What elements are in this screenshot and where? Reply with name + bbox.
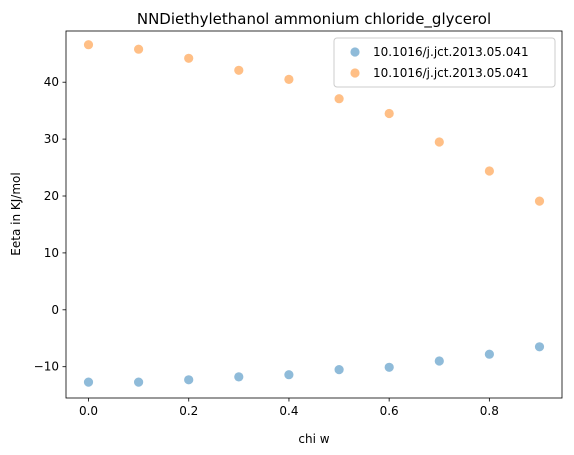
- plot-frame: [65, 30, 563, 399]
- data-point-series-2: [134, 44, 144, 54]
- x-axis-label: chi w: [298, 432, 329, 446]
- y-tick-label: 10: [44, 246, 59, 260]
- data-point-series-1: [384, 362, 394, 372]
- data-point-series-2: [534, 196, 545, 206]
- x-tick-label: 0.8: [480, 404, 499, 418]
- data-point-series-1: [484, 349, 494, 359]
- y-axis-label: Eeta in KJ/mol: [9, 172, 23, 255]
- legend-label-series-2: 10.1016/j.jct.2013.05.041: [373, 66, 529, 80]
- plot-area: [66, 31, 562, 398]
- legend-box: [333, 37, 556, 88]
- y-tick-label: 20: [44, 189, 59, 203]
- data-point-series-2: [384, 108, 394, 119]
- y-tick-label: 30: [44, 132, 59, 146]
- data-points: [83, 40, 545, 387]
- chart-title: NNDiethylethanol ammonium chloride_glyce…: [137, 10, 491, 29]
- data-point-series-2: [434, 137, 444, 147]
- data-point-series-1: [83, 377, 94, 387]
- legend-marker-series-2: [350, 68, 360, 78]
- data-point-series-1: [184, 375, 194, 385]
- x-tick-label: 0.6: [380, 404, 399, 418]
- legend: 10.1016/j.jct.2013.05.041 10.1016/j.jct.…: [333, 37, 556, 88]
- x-tick-label: 0.0: [79, 404, 98, 418]
- data-point-series-2: [83, 40, 94, 50]
- data-point-series-2: [184, 53, 194, 63]
- y-tick-label: 0: [51, 303, 59, 317]
- y-tick-label: −10: [34, 360, 59, 374]
- data-point-series-1: [134, 377, 144, 387]
- data-point-series-1: [284, 370, 294, 380]
- x-axis-ticks: 0.0 0.2 0.4 0.6 0.8: [79, 398, 499, 418]
- x-tick-label: 0.4: [279, 404, 298, 418]
- y-axis-ticks: −10 0 10 20 30 40: [34, 75, 66, 374]
- data-point-series-1: [534, 342, 545, 352]
- data-point-series-2: [334, 94, 344, 104]
- y-tick-label: 40: [44, 75, 59, 89]
- data-point-series-1: [434, 356, 444, 366]
- data-point-series-2: [284, 74, 294, 84]
- data-point-series-1: [334, 365, 344, 375]
- legend-marker-series-1: [350, 47, 360, 57]
- data-point-series-2: [234, 65, 244, 75]
- legend-label-series-1: 10.1016/j.jct.2013.05.041: [373, 45, 529, 59]
- data-point-series-2: [484, 166, 494, 176]
- x-tick-label: 0.2: [179, 404, 198, 418]
- data-point-series-1: [234, 372, 244, 382]
